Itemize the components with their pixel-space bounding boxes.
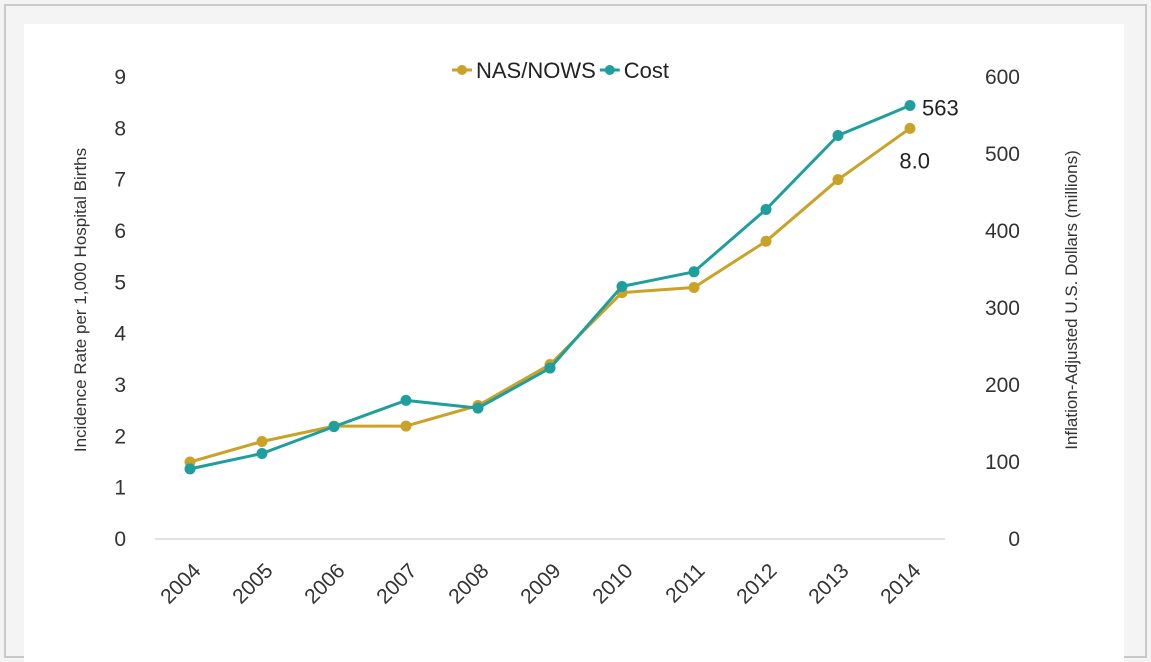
x-tick-label: 2005 bbox=[228, 559, 277, 608]
right-y-tick-label: 600 bbox=[985, 66, 1020, 89]
series-point-1 bbox=[544, 362, 556, 374]
x-axis: 2004 2005 2006 2007 2008 2009 2010 2011 2012 2013… bbox=[155, 538, 945, 609]
series-point-1 bbox=[256, 448, 268, 460]
x-tick-label: 2006 bbox=[300, 559, 349, 608]
end-labels: 8.0 563 bbox=[899, 95, 958, 173]
x-tick-label: 2013 bbox=[804, 559, 853, 608]
legend-marker-1 bbox=[604, 65, 615, 75]
right-axis-title: Inflation-Adjusted U.S. Dollars (million… bbox=[1062, 150, 1081, 450]
x-tick-label: 2004 bbox=[156, 559, 206, 609]
left-y-tick-label: 9 bbox=[114, 66, 126, 89]
x-tick-label: 2007 bbox=[372, 559, 421, 608]
right-y-axis: 0 100 200 300 400 500 600 bbox=[985, 66, 1020, 551]
series-layer bbox=[184, 99, 916, 475]
legend: NAS/NOWS Cost bbox=[452, 58, 669, 83]
right-y-tick-label: 300 bbox=[985, 297, 1020, 320]
left-axis-title: Incidence Rate per 1,000 Hospital Births bbox=[71, 148, 90, 452]
right-y-tick-label: 100 bbox=[985, 451, 1020, 474]
left-y-tick-label: 2 bbox=[114, 425, 126, 448]
series-line-0 bbox=[189, 127, 911, 464]
series-point-0 bbox=[832, 174, 844, 186]
left-y-tick-label: 7 bbox=[114, 169, 126, 192]
left-y-axis: 0 1 2 3 4 5 6 7 8 9 bbox=[114, 66, 126, 551]
x-tick-label: 2012 bbox=[732, 559, 781, 608]
series-point-1 bbox=[400, 394, 412, 406]
legend-label-0: NAS/NOWS bbox=[476, 58, 596, 83]
series-point-0 bbox=[256, 435, 268, 447]
left-y-tick-label: 1 bbox=[114, 477, 126, 500]
left-y-tick-label: 4 bbox=[114, 323, 126, 346]
series-line-1 bbox=[189, 104, 911, 471]
x-tick-label: 2009 bbox=[516, 559, 565, 608]
series-end-label-1: 563 bbox=[922, 95, 959, 120]
series-point-1 bbox=[328, 421, 340, 433]
series-point-1 bbox=[616, 280, 628, 292]
x-tick-label: 2010 bbox=[588, 559, 637, 608]
left-y-tick-label: 8 bbox=[114, 117, 126, 140]
legend-marker-0 bbox=[457, 65, 467, 75]
x-tick-label: 2011 bbox=[661, 559, 709, 607]
x-tick-label: 2014 bbox=[876, 559, 926, 609]
right-y-tick-label: 400 bbox=[985, 220, 1020, 243]
series-point-1 bbox=[760, 203, 772, 215]
series-point-1 bbox=[832, 130, 844, 142]
series-end-label-0: 8.0 bbox=[899, 148, 930, 173]
x-tick-label: 2008 bbox=[444, 559, 493, 608]
left-y-tick-label: 5 bbox=[114, 271, 126, 294]
left-y-tick-label: 3 bbox=[114, 374, 126, 397]
series-point-1 bbox=[472, 402, 484, 414]
series-point-0 bbox=[904, 122, 916, 134]
series-point-0 bbox=[760, 235, 772, 247]
series-point-1 bbox=[688, 266, 700, 278]
series-point-0 bbox=[688, 281, 700, 293]
legend-label-1: Cost bbox=[624, 58, 669, 83]
left-y-tick-label: 0 bbox=[114, 528, 126, 551]
series-point-0 bbox=[400, 420, 412, 432]
series-point-1 bbox=[184, 463, 196, 475]
right-y-tick-label: 0 bbox=[1008, 528, 1020, 551]
series-point-1 bbox=[904, 99, 916, 111]
left-y-tick-label: 6 bbox=[114, 220, 126, 243]
right-y-tick-label: 500 bbox=[985, 143, 1020, 166]
right-y-tick-label: 200 bbox=[985, 374, 1020, 397]
